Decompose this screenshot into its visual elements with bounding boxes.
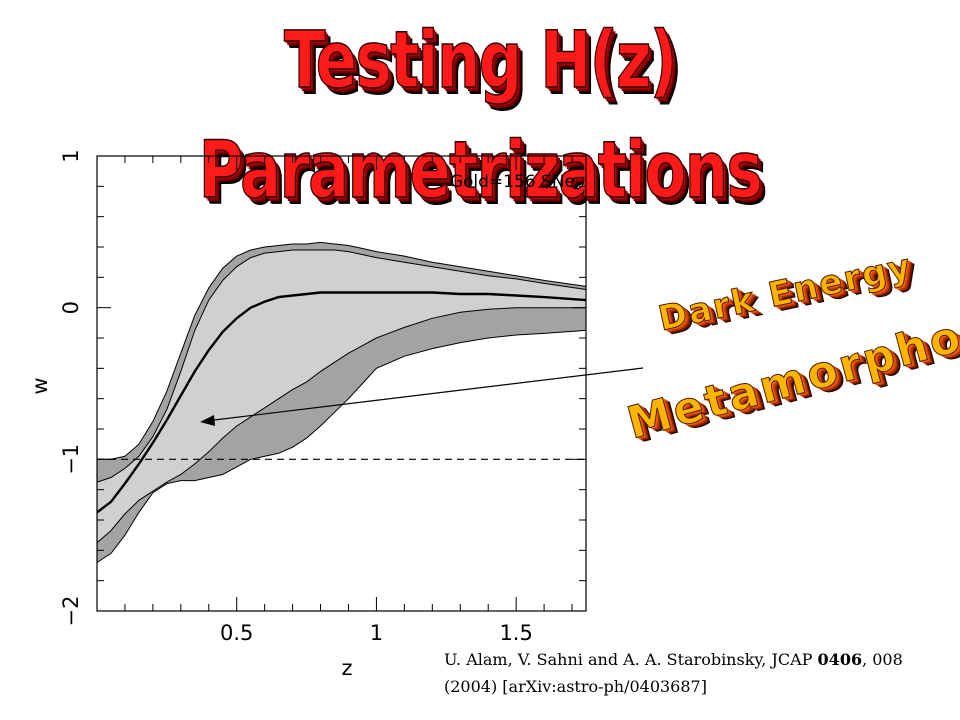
- y-tick-label: 1: [59, 149, 83, 162]
- citation-volume: 0406: [817, 650, 863, 669]
- sample-annotation: Gold=156 SNe: [450, 172, 575, 192]
- best-fit-curve: [96, 291, 587, 514]
- bands-layer: [97, 242, 586, 563]
- ticks-layer: 0.5 1 1.5 1 0 −1 −2: [59, 149, 586, 645]
- citation-article: , 008: [862, 650, 903, 669]
- slide-title: Testing H(z) Parametrizations: [198, 15, 763, 217]
- arrow-shaft: [205, 367, 644, 422]
- y-axis-label: w: [28, 377, 52, 394]
- band-edge-outer-lower: [96, 329, 587, 563]
- arrow-head: [200, 415, 215, 426]
- x-tick-label: 1: [370, 621, 383, 645]
- band-edge-inner-upper: [96, 249, 587, 483]
- band-edge-outer-upper: [97, 241, 587, 460]
- x-tick-label: 0.5: [220, 621, 253, 645]
- y-tick-label: 0: [59, 301, 83, 314]
- y-tick-label: −2: [59, 596, 83, 627]
- x-axis-label: z: [341, 656, 352, 680]
- x-tick-label: 1.5: [499, 621, 532, 645]
- y-tick-label: −1: [59, 444, 83, 475]
- pointer-arrow: [200, 367, 644, 426]
- plot-frame: [96, 155, 587, 612]
- lines-layer: [96, 241, 587, 563]
- citation-arxiv: (2004) [arXiv:astro-ph/0403687]: [444, 677, 707, 696]
- citation: U. Alam, V. Sahni and A. A. Starobinsky,…: [444, 646, 903, 700]
- inner-confidence-band: [97, 250, 586, 543]
- citation-authors: U. Alam, V. Sahni and A. A. Starobinsky,…: [444, 650, 818, 669]
- band-edge-inner-lower: [96, 307, 586, 544]
